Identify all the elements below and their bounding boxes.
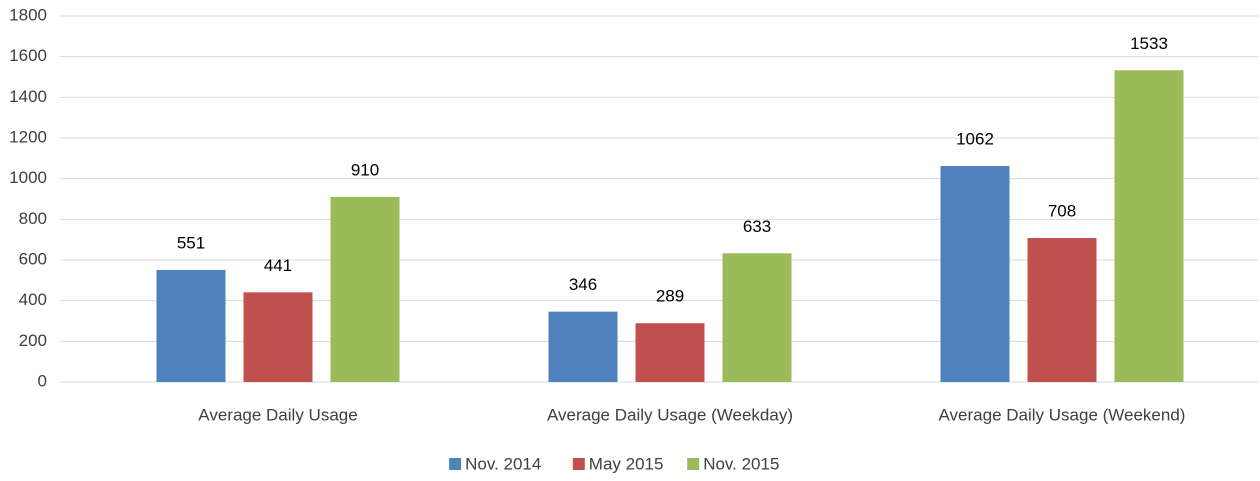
x-tick-label: Average Daily Usage xyxy=(198,405,357,424)
bar xyxy=(330,196,400,382)
y-tick-label: 1200 xyxy=(9,127,47,146)
legend-swatch xyxy=(572,458,585,470)
legend-label: Nov. 2014 xyxy=(465,454,541,473)
x-tick-label: Average Daily Usage (Weekend) xyxy=(939,405,1186,424)
data-label: 910 xyxy=(351,160,379,179)
y-tick-label: 0 xyxy=(38,371,47,390)
data-label: 551 xyxy=(177,233,205,252)
bar xyxy=(243,292,313,382)
legend-label: May 2015 xyxy=(589,454,664,473)
legend-swatch xyxy=(687,458,700,470)
bar xyxy=(635,323,705,382)
data-label: 633 xyxy=(743,217,771,236)
bar xyxy=(548,311,618,382)
data-label: 1062 xyxy=(956,130,994,149)
y-tick-label: 800 xyxy=(19,209,47,228)
data-label: 708 xyxy=(1048,202,1076,221)
bar xyxy=(722,253,792,382)
legend-label: Nov. 2015 xyxy=(703,454,779,473)
y-tick-label: 600 xyxy=(19,249,47,268)
x-tick-label: Average Daily Usage (Weekday) xyxy=(547,405,793,424)
data-label: 346 xyxy=(569,275,597,294)
data-label: 441 xyxy=(264,256,292,275)
legend-swatch xyxy=(449,458,462,470)
bar xyxy=(1114,70,1184,382)
data-label: 1533 xyxy=(1130,34,1168,53)
y-tick-label: 1000 xyxy=(9,168,47,187)
bar xyxy=(1027,238,1097,382)
bar xyxy=(156,269,226,382)
bar xyxy=(940,166,1010,382)
y-tick-label: 200 xyxy=(19,331,47,350)
y-tick-label: 1600 xyxy=(9,46,47,65)
data-label: 289 xyxy=(656,287,684,306)
y-tick-label: 400 xyxy=(19,290,47,309)
y-tick-label: 1400 xyxy=(9,87,47,106)
y-tick-label: 1800 xyxy=(9,5,47,24)
